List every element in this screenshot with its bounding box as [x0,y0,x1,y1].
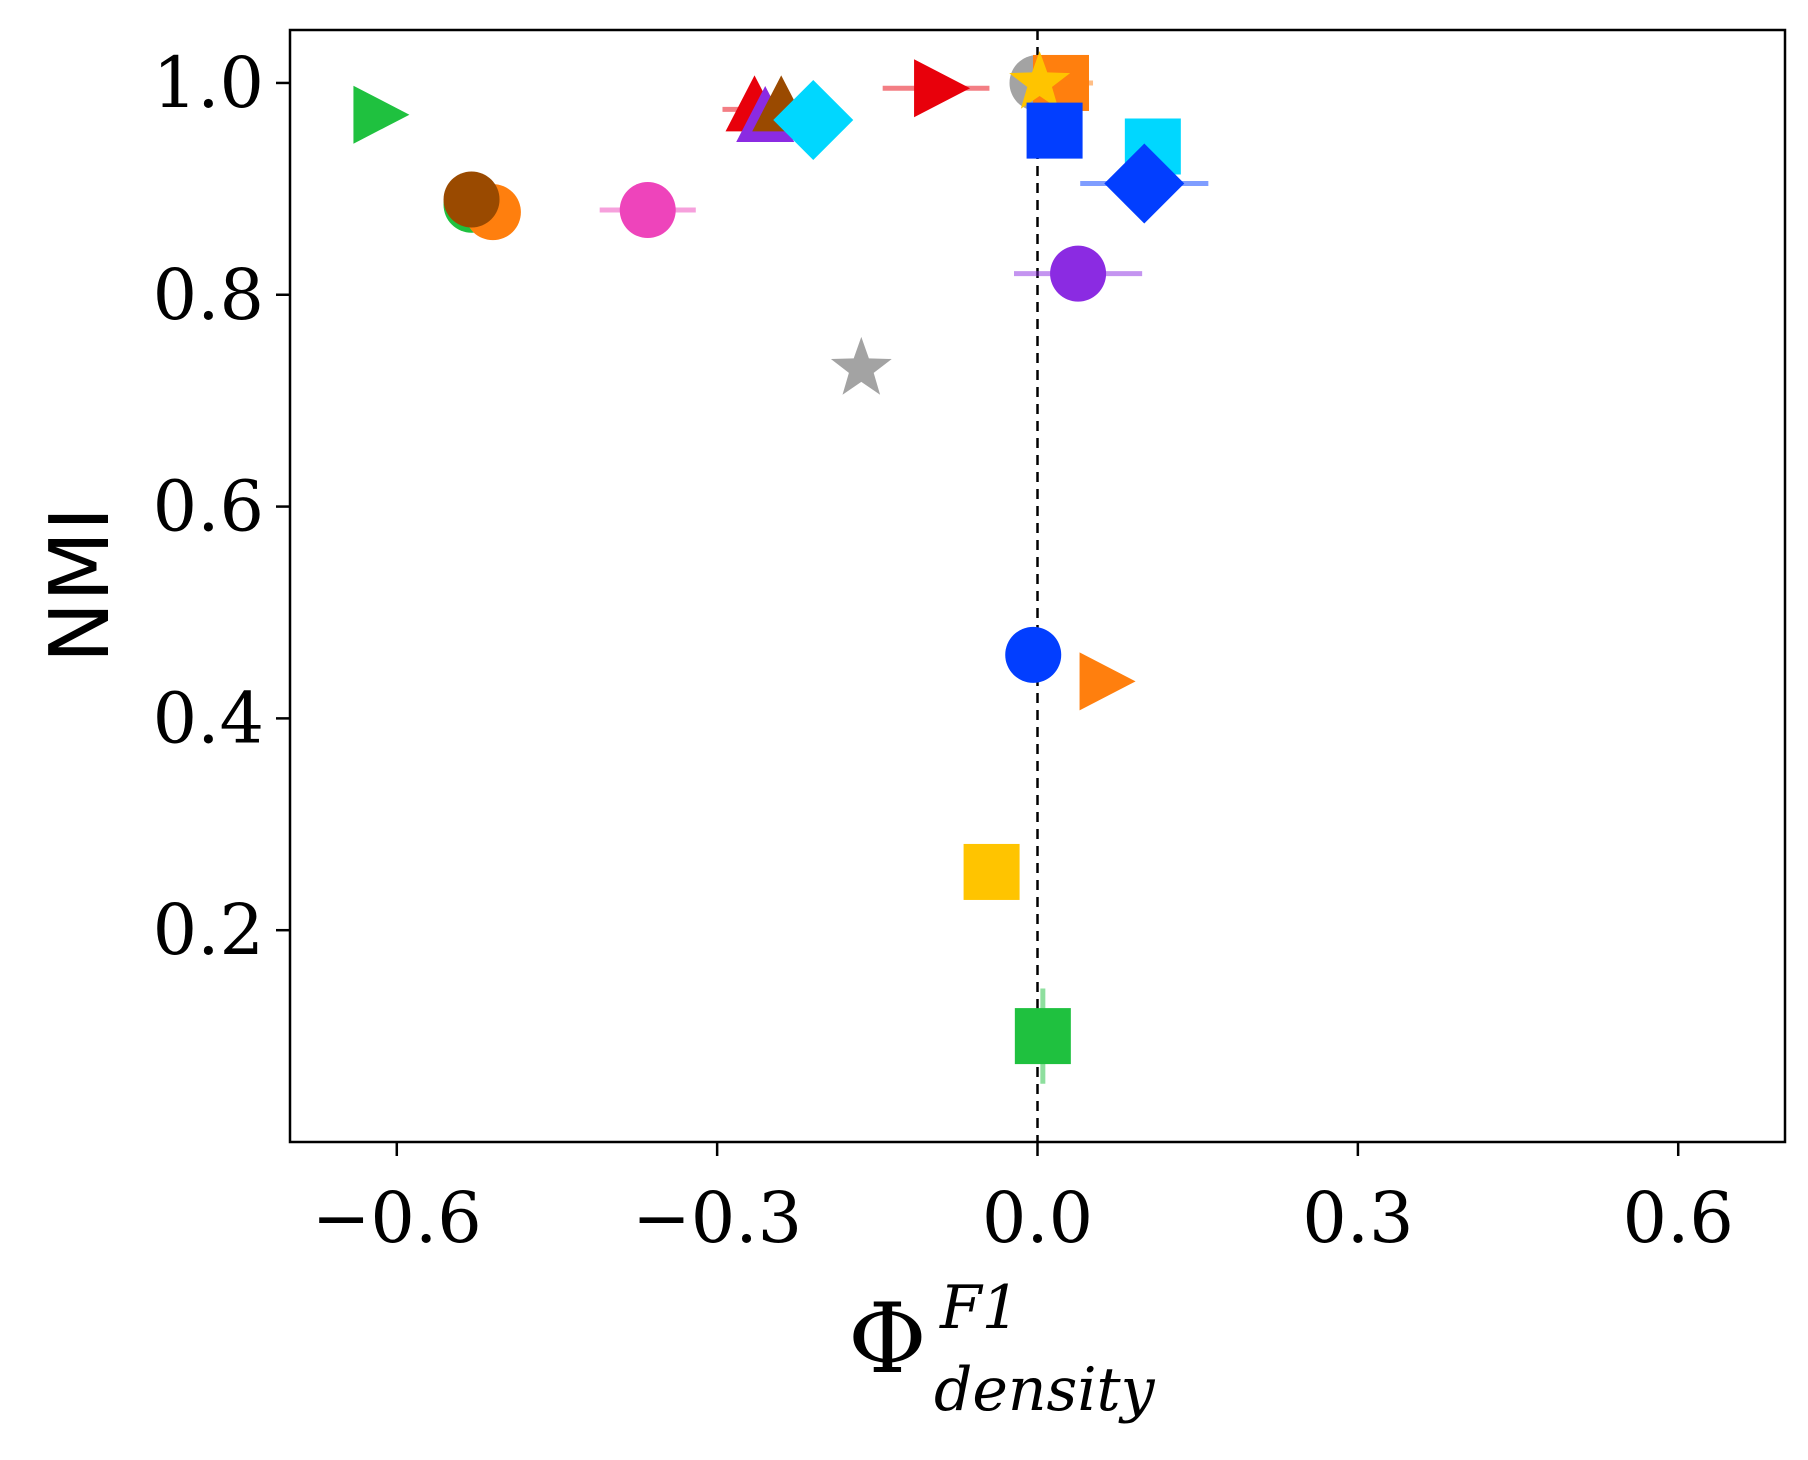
x-tick-label: 0.0 [982,1177,1093,1259]
data-point-circle [619,182,676,239]
data-point-star [1009,51,1071,109]
y-tick-label: 1.0 [153,42,264,124]
x-tick-label: −0.6 [312,1177,482,1259]
data-point-triangle-right [353,85,410,144]
data-point-diamond [1104,143,1185,224]
data-point-square [1026,102,1083,159]
x-axis-label: Φ F1 density [848,1273,1156,1425]
data-point-star [830,336,892,395]
data-point-diamond [773,80,854,161]
x-axis-label-subscript: density [934,1355,1156,1425]
x-axis-label-main: Φ [848,1283,927,1395]
x-tick-label: 0.3 [1302,1177,1413,1259]
data-point-square [963,843,1020,900]
y-tick-label: 0.6 [153,466,264,548]
y-tick-label: 0.4 [153,677,264,759]
y-tick-label: 0.2 [153,889,264,971]
data-point-circle [1005,626,1062,683]
x-axis-label-superscript: F1 [939,1273,1020,1343]
plot-content [353,30,1209,1142]
x-tick-label: −0.3 [632,1177,802,1259]
data-point-circle [443,171,500,228]
data-point-circle [1050,245,1107,302]
data-point-triangle-right [1079,652,1136,711]
x-tick-label: 0.6 [1623,1177,1734,1259]
axes: −0.6 −0.3 0.0 0.3 0.6 0.2 0.4 0.6 0.8 1.0 [153,42,1734,1259]
y-tick-label: 0.8 [153,254,264,336]
data-point-triangle-right [914,59,971,118]
data-point-square [1014,1008,1071,1065]
y-axis-label: NMI [33,507,128,663]
